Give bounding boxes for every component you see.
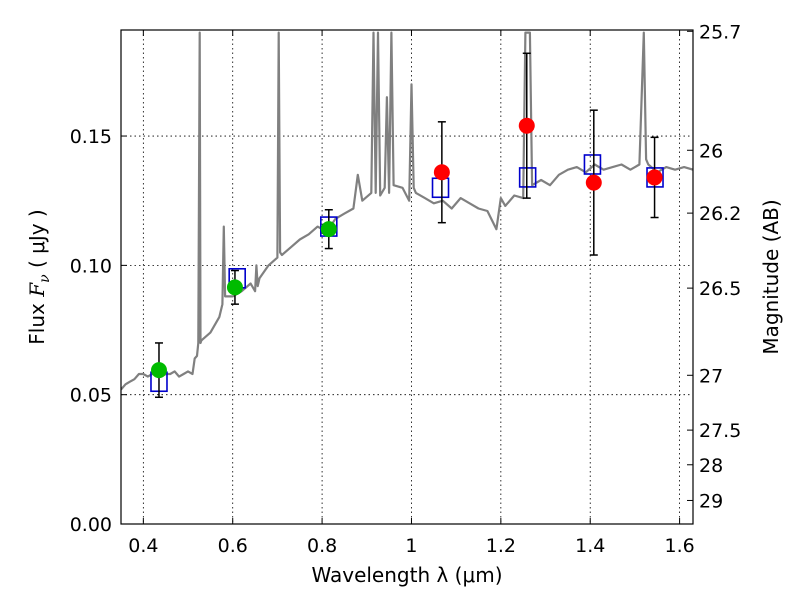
plot-frame [120,29,694,525]
x-axis-title: Wavelength λ (μm) [311,563,502,587]
observed-point-red [518,117,535,134]
y-axis-title-unit: ( μJy ) [25,209,49,274]
y2-axis-title: Magnitude (AB) [759,199,783,354]
y-tick-label: 0.05 [70,385,112,407]
observed-point-green [150,362,167,379]
y-tick-label: 0.00 [70,514,112,536]
y-axis-title: Flux Fν ( μJy ) [25,209,53,344]
observed-point-red [646,169,663,186]
model-photometry-box [518,167,537,188]
y2-tick-label: 29 [699,490,723,512]
spectrum-line [121,31,693,391]
y2-tick-label: 26.5 [699,278,741,300]
plot-area [121,31,693,399]
y2-tick-label: 27 [699,365,723,387]
y-axis-title-symbol: F [25,282,49,298]
observed-point-red [585,174,602,191]
y-tick-label: 0.10 [70,255,112,277]
plot-background [121,30,693,524]
observed-point-green [226,279,243,296]
x-axis: 0.4 0.6 0.8 1 1.2 1.4 1.6 [128,30,695,557]
y-axis-flux: 0.00 0.05 0.10 0.15 [70,126,127,536]
x-tick-label: 1.2 [486,535,516,557]
y2-tick-label: 26.2 [699,203,741,225]
y2-tick-label: 25.7 [699,21,741,43]
y-tick-label: 0.15 [70,126,112,148]
y2-tick-label: 27.5 [699,420,741,442]
x-tick-label: 0.8 [307,535,337,557]
y2-tick-label: 26 [699,140,723,162]
observed-point-green [320,221,337,238]
observed-point-red [433,164,450,181]
y-axis-magnitude: 25.7 26 26.2 26.5 27 27.5 28 29 [687,21,741,512]
y-axis-title-prefix: Flux [25,297,49,345]
y2-tick-label: 28 [699,455,723,477]
model-photometry-box [583,154,602,175]
x-tick-label: 0.4 [128,535,158,557]
x-tick-label: 1.4 [575,535,605,557]
x-tick-label: 1 [405,535,417,557]
y-axis-title-subscript: ν [37,274,53,283]
x-tick-label: 1.6 [664,535,694,557]
x-tick-label: 0.6 [218,535,248,557]
